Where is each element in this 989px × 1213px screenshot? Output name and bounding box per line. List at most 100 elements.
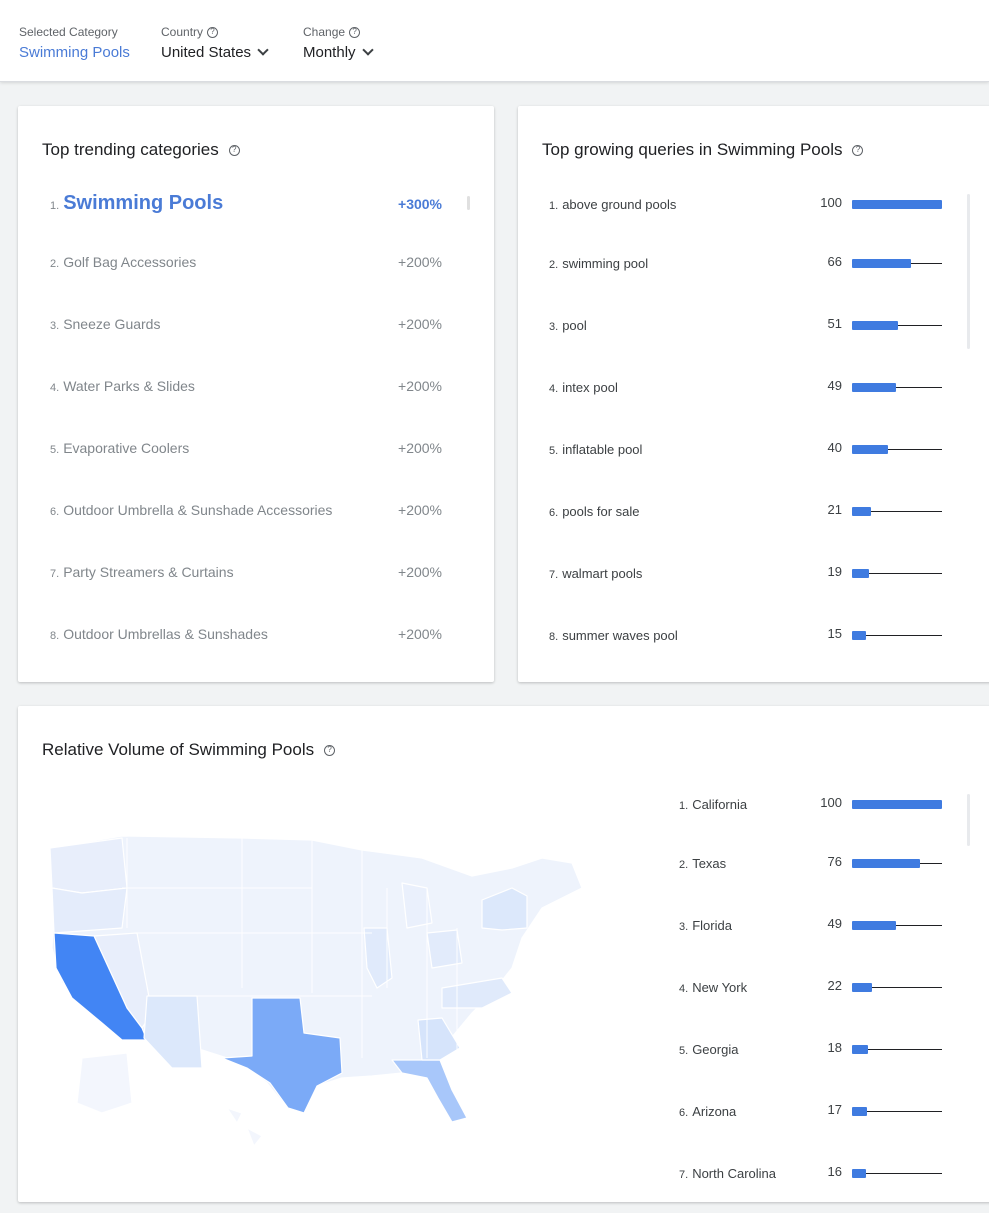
table-row[interactable]: 6. pools for sale 21 [549,502,942,520]
row-name: summer waves pool [562,627,678,643]
us-states-map[interactable] [42,828,602,1158]
table-row[interactable]: 3. Florida 49 [679,916,942,934]
table-row[interactable]: 2. Texas 76 [679,854,942,872]
country-filter[interactable]: Country ? United States [161,24,269,61]
change-percent: +200% [398,254,442,270]
table-row[interactable]: 1. above ground pools 100 [549,195,942,213]
volume-title-text: Relative Volume of Swimming Pools [42,740,315,759]
table-row[interactable]: 7. North Carolina 16 [679,1164,942,1182]
table-row[interactable]: 8. summer waves pool 15 [549,626,942,644]
row-value: 18 [827,1040,842,1055]
rank-number: 1. [50,200,60,212]
category-name: Outdoor Umbrellas & Sunshades [63,626,268,642]
rank-number: 2. [679,858,689,871]
row-label: 7. North Carolina [679,1166,776,1181]
table-row[interactable]: 7. walmart pools 19 [549,564,942,582]
row-value: 76 [827,854,842,869]
bar-track [852,1045,942,1054]
country-filter-label: Country [161,25,204,39]
change-percent: +200% [398,626,442,642]
category-name: Swimming Pools [63,192,224,214]
row-label: 4. intex pool [549,380,618,395]
map-region [221,997,343,1114]
change-dropdown[interactable]: Monthly [303,44,374,61]
row-name: above ground pools [562,196,677,212]
country-filter-label-row: Country ? [161,24,267,40]
table-row[interactable]: 3. pool 51 [549,316,942,334]
rank-number: 7. [50,568,60,580]
list-item[interactable]: 3. Sneeze Guards +200% [50,316,442,332]
row-name: Georgia [692,1041,739,1057]
table-row[interactable]: 4. intex pool 49 [549,378,942,396]
map-region [226,1107,263,1147]
bar-fill [852,200,942,209]
list-item[interactable]: 1. Swimming Pools +300% [50,192,442,215]
row-label: 1. above ground pools [549,197,676,212]
row-label: 1. California [679,797,747,812]
row-name: pools for sale [562,503,640,519]
scrollbar[interactable] [467,196,470,210]
bar-fill [852,921,897,930]
bar-track [852,1169,942,1178]
chevron-down-icon [257,44,269,56]
rank-number: 3. [679,920,689,933]
scrollbar[interactable] [967,194,970,349]
growing-queries-card: Top growing queries in Swimming Pools ? … [518,106,989,682]
rank-number: 5. [50,444,60,456]
list-item[interactable]: 7. Party Streamers & Curtains +200% [50,564,442,580]
bar-fill [852,507,871,516]
rank-number: 1. [679,799,689,812]
list-item[interactable]: 6. Outdoor Umbrella & Sunshade Accessorie… [50,502,442,518]
table-row[interactable]: 2. swimming pool 66 [549,254,942,272]
bar-track [852,200,942,209]
rank-number: 8. [50,630,60,642]
change-filter-label: Change [303,25,346,39]
table-row[interactable]: 5. Georgia 18 [679,1040,942,1058]
list-item[interactable]: 2. Golf Bag Accessories +200% [50,254,442,270]
row-label: 3. Florida [679,918,732,933]
bar-fill [852,569,870,578]
trending-title-text: Top trending categories [42,140,219,159]
bar-track [852,507,942,516]
help-icon[interactable]: ? [324,744,336,756]
list-item[interactable]: 4. Water Parks & Slides +200% [50,378,442,394]
row-value: 51 [827,316,842,331]
list-item-label: 3. Sneeze Guards [50,316,160,332]
scrollbar[interactable] [967,794,970,846]
rank-number: 4. [50,382,60,394]
bar-fill [852,321,898,330]
category-name: Evaporative Coolers [63,440,190,456]
help-icon[interactable]: ? [852,144,864,156]
rank-number: 4. [679,982,689,995]
bar-track [852,383,942,392]
change-percent: +200% [398,502,442,518]
help-icon[interactable]: ? [207,26,219,38]
table-row[interactable]: 4. New York 22 [679,978,942,996]
bar-track [852,859,942,868]
rank-number: 2. [50,258,60,270]
category-name: Party Streamers & Curtains [63,564,234,580]
bar-fill [852,1107,868,1116]
row-label: 6. Arizona [679,1104,736,1119]
table-row[interactable]: 6. Arizona 17 [679,1102,942,1120]
rank-number: 3. [50,320,60,332]
row-value: 17 [827,1102,842,1117]
row-label: 3. pool [549,318,587,333]
country-dropdown[interactable]: United States [161,44,269,61]
map-region [391,1059,468,1123]
help-icon[interactable]: ? [349,26,361,38]
row-value: 49 [827,916,842,931]
category-filter-value[interactable]: Swimming Pools [19,44,130,61]
bar-track [852,983,942,992]
filter-header: Selected Category Swimming Pools Country… [0,0,989,82]
category-filter[interactable]: Selected Category Swimming Pools [19,24,130,61]
list-item[interactable]: 5. Evaporative Coolers +200% [50,440,442,456]
table-row[interactable]: 1. California 100 [679,795,942,813]
help-icon[interactable]: ? [228,144,240,156]
change-filter[interactable]: Change ? Monthly [303,24,374,61]
table-row[interactable]: 5. inflatable pool 40 [549,440,942,458]
rank-number: 7. [549,568,559,581]
list-item[interactable]: 8. Outdoor Umbrellas & Sunshades +200% [50,626,442,642]
bar-track [852,631,942,640]
row-label: 5. Georgia [679,1042,738,1057]
